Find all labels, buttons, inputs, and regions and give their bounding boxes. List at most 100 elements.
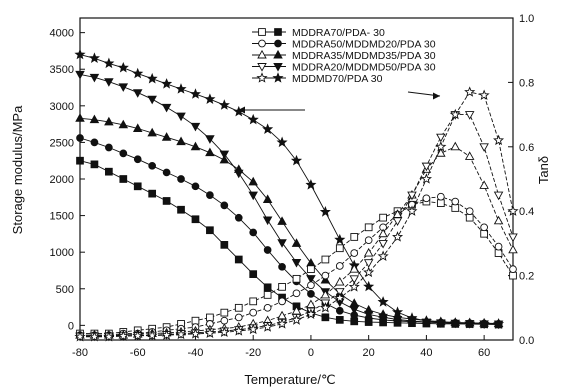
- modulus-point: [278, 262, 286, 271]
- legend-item-1: MDDRA70/PDA- 30: [252, 27, 385, 39]
- tan-point: [307, 265, 315, 274]
- tan-point: [349, 275, 359, 284]
- tick-labels: -80 -60 -40 -20 0 20 40 60 0 500 1000 1500 2000 2500 3…: [50, 13, 535, 359]
- modulus-point: [349, 305, 359, 315]
- modulus-point: [177, 205, 185, 214]
- modulus-point: [147, 95, 157, 105]
- modulus-line: [79, 160, 499, 325]
- modulus-point: [133, 155, 142, 164]
- modulus-point: [161, 103, 172, 113]
- modulus-point: [290, 154, 303, 166]
- modulus-point: [205, 147, 215, 157]
- x-tick-label: -40: [188, 347, 204, 359]
- modulus-point: [305, 179, 317, 190]
- y-left-tick-label: 0: [68, 320, 74, 332]
- y-left-tick-label: 500: [56, 284, 74, 296]
- modulus-point: [449, 317, 461, 328]
- tan-point: [435, 140, 447, 152]
- tan-point: [480, 223, 488, 232]
- x-tick-label: -20: [245, 347, 261, 359]
- modulus-point: [206, 226, 214, 235]
- modulus-point: [249, 270, 258, 278]
- tan-point: [234, 313, 243, 322]
- legend-filled-marker: [274, 39, 282, 48]
- tan-point: [363, 259, 374, 268]
- tan-point: [74, 330, 86, 342]
- modulus-point: [132, 67, 144, 79]
- modulus-point: [234, 255, 243, 264]
- tan-point: [132, 329, 144, 341]
- arrow-head: [433, 92, 440, 100]
- modulus-point: [319, 206, 331, 217]
- tan-point: [378, 228, 388, 238]
- arrow-head: [238, 106, 245, 114]
- tan-point: [363, 266, 375, 278]
- y-left-tick-label: 2500: [50, 137, 74, 149]
- tan-point: [335, 244, 344, 253]
- modulus-point: [162, 168, 171, 177]
- modulus-point: [90, 138, 99, 147]
- modulus-point: [218, 99, 230, 110]
- modulus-point: [132, 89, 143, 98]
- tan-point: [305, 308, 317, 320]
- tan-point: [249, 297, 258, 306]
- tan-point: [507, 205, 519, 216]
- tan-point: [220, 316, 229, 325]
- tan-point: [276, 318, 288, 329]
- modulus-point: [392, 306, 404, 317]
- tan-point: [493, 215, 504, 225]
- modulus-point: [90, 160, 99, 169]
- modulus-point: [103, 57, 115, 69]
- x-tick-label: -80: [72, 347, 88, 359]
- tan-point: [348, 281, 360, 292]
- tan-point: [364, 223, 373, 232]
- x-tick-label: 0: [308, 347, 314, 359]
- modulus-point: [262, 123, 274, 135]
- y-left-tick-label: 2000: [50, 174, 74, 186]
- tan-point: [480, 229, 488, 238]
- modulus-point: [189, 88, 201, 99]
- y-right-tick-label: 0.2: [519, 271, 534, 283]
- tan-point: [263, 291, 272, 299]
- modulus-point: [335, 306, 344, 315]
- tan-point: [379, 213, 387, 222]
- legend-label: MDDRA70/PDA- 30: [292, 27, 385, 39]
- tan-point: [421, 162, 432, 172]
- modulus-point: [291, 238, 302, 247]
- modulus-point: [234, 169, 244, 179]
- axes: [79, 17, 514, 341]
- modulus-point: [478, 318, 490, 329]
- modulus-point: [118, 83, 129, 92]
- tan-point: [465, 213, 474, 222]
- modulus-point: [248, 176, 258, 186]
- modulus-point: [147, 127, 157, 137]
- legend-open-marker: [257, 49, 267, 59]
- modulus-point: [349, 298, 359, 307]
- axis-arrows: [238, 91, 441, 114]
- modulus-point: [219, 150, 230, 160]
- tan-point: [321, 255, 330, 264]
- legend-filled-marker: [272, 72, 284, 83]
- tan-point: [278, 297, 286, 306]
- x-tick-label: 40: [420, 347, 432, 359]
- modulus-series-1: [76, 156, 503, 329]
- modulus-point: [204, 93, 216, 105]
- tan-point: [263, 303, 272, 312]
- modulus-point: [176, 136, 186, 146]
- modulus-point: [321, 313, 330, 322]
- tan-point: [290, 314, 303, 325]
- modulus-point: [306, 275, 316, 284]
- tan-point: [319, 301, 331, 313]
- legend-open-marker: [258, 28, 266, 36]
- modulus-point: [291, 258, 302, 268]
- tan-point: [321, 271, 330, 280]
- modulus-point: [74, 48, 86, 60]
- modulus-point: [307, 290, 315, 298]
- y-right-tick-label: 0.4: [519, 206, 534, 218]
- tan-point: [334, 292, 346, 303]
- modulus-point: [277, 216, 287, 225]
- y-left-tick-label: 3500: [50, 64, 74, 76]
- modulus-point: [175, 83, 187, 94]
- legend-filled-marker: [273, 63, 283, 72]
